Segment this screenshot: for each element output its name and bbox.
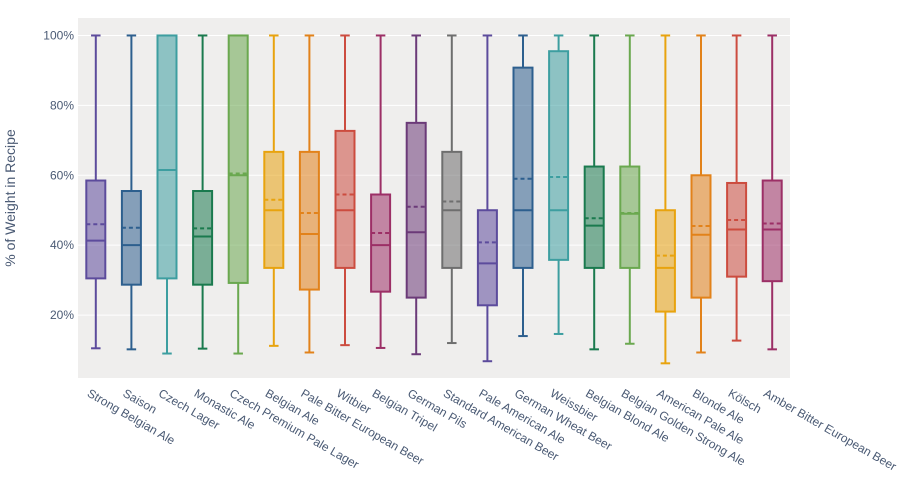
box-14: [548, 34, 570, 335]
iqr-box: [227, 34, 249, 284]
iqr-box: [761, 179, 783, 283]
iqr-box: [619, 165, 641, 269]
box-18: [690, 34, 712, 354]
box-19: [726, 34, 748, 342]
y-axis-label: % of Weight in Recipe: [2, 129, 18, 267]
iqr-box: [120, 190, 142, 286]
box-1: [85, 34, 107, 350]
box-2: [120, 34, 142, 351]
box-17: [654, 34, 676, 365]
iqr-box: [334, 129, 356, 269]
y-tick-label: 60%: [50, 168, 74, 182]
box-series: [85, 34, 783, 365]
iqr-box: [370, 193, 392, 293]
iqr-box: [156, 34, 178, 280]
box-9: [370, 34, 392, 349]
iqr-box: [512, 66, 534, 269]
iqr-box: [654, 209, 676, 313]
iqr-box: [476, 209, 498, 307]
box-8: [334, 34, 356, 347]
y-tick-label: 100%: [43, 28, 74, 42]
box-6: [263, 34, 285, 347]
x-tick-label: Amber Bitter European Beer: [761, 386, 899, 473]
y-tick-label: 20%: [50, 308, 74, 322]
plot-background: [78, 18, 790, 378]
iqr-box: [85, 179, 107, 280]
y-tick-label: 80%: [50, 98, 74, 112]
iqr-box: [690, 174, 712, 299]
box-16: [619, 34, 641, 345]
box-3: [156, 34, 178, 355]
iqr-box: [298, 150, 320, 291]
iqr-box: [583, 165, 605, 269]
box-4: [192, 34, 214, 350]
box-20: [761, 34, 783, 351]
iqr-box: [548, 50, 570, 261]
box-11: [441, 34, 463, 345]
y-axis-ticks: 20% 40% 60% 80% 100%: [43, 28, 74, 322]
iqr-box: [405, 121, 427, 299]
box-12: [476, 34, 498, 363]
iqr-box: [192, 190, 214, 286]
box-7: [298, 34, 320, 354]
box-15: [583, 34, 605, 351]
box-5: [227, 34, 249, 355]
box-10: [405, 34, 427, 356]
box-13: [512, 34, 534, 338]
y-tick-label: 40%: [50, 238, 74, 252]
